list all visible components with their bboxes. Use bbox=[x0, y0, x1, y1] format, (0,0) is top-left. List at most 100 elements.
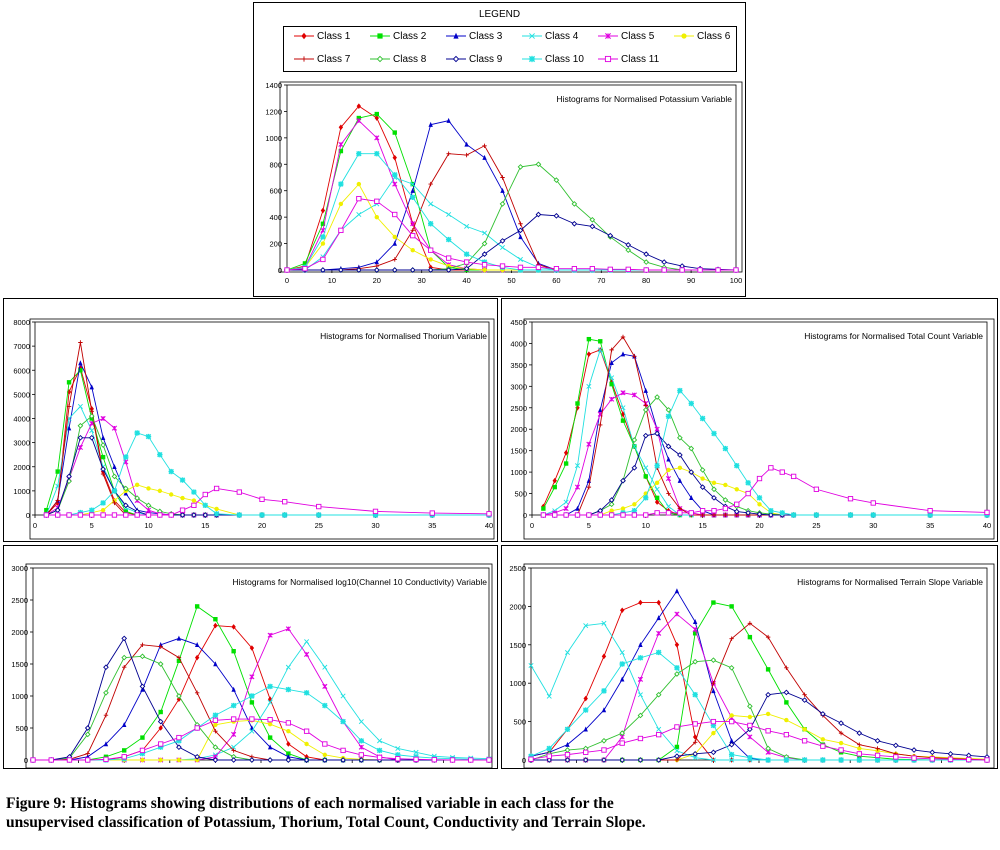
data-point bbox=[856, 751, 862, 757]
data-point bbox=[518, 221, 523, 226]
data-point bbox=[428, 247, 434, 253]
data-point bbox=[100, 442, 106, 448]
data-point bbox=[395, 745, 401, 751]
data-point bbox=[637, 655, 644, 661]
data-point bbox=[697, 267, 703, 273]
data-point bbox=[710, 722, 717, 729]
data-point bbox=[564, 751, 571, 758]
data-point bbox=[620, 418, 626, 423]
series-line bbox=[530, 590, 987, 761]
data-point bbox=[528, 753, 534, 759]
data-point bbox=[500, 175, 505, 180]
data-point bbox=[392, 181, 398, 187]
series-line bbox=[543, 467, 987, 516]
data-point bbox=[674, 671, 680, 677]
data-point bbox=[553, 212, 560, 219]
data-point bbox=[140, 735, 145, 740]
data-point bbox=[194, 757, 200, 763]
legend-label: Class 4 bbox=[545, 30, 579, 42]
data-point bbox=[320, 256, 326, 263]
data-point bbox=[711, 688, 716, 694]
data-point bbox=[392, 130, 397, 135]
data-point bbox=[191, 502, 197, 508]
data-point bbox=[586, 351, 592, 357]
data-point bbox=[929, 756, 935, 762]
series-5 bbox=[540, 390, 990, 518]
x-tick-label: 80 bbox=[394, 766, 402, 768]
data-point bbox=[723, 482, 728, 488]
data-point bbox=[44, 507, 49, 513]
data-point bbox=[340, 757, 346, 763]
legend-label: Class 1 bbox=[317, 30, 351, 42]
legend-item-class-2: Class 2 bbox=[370, 30, 426, 42]
legend-label: Class 8 bbox=[393, 53, 427, 65]
legend: Class 1 Class 2 Class 3 Class 4 Class 5 Class… bbox=[283, 26, 737, 72]
legend-label: Class 9 bbox=[469, 53, 503, 65]
data-point bbox=[231, 686, 236, 692]
data-point bbox=[665, 413, 672, 420]
data-point bbox=[140, 757, 145, 763]
data-point bbox=[410, 232, 416, 239]
series-7 bbox=[528, 621, 990, 763]
conductivity-chart-panel: 0 500 1000 1500 2000 2500 3000 40 45 50 55 60 65 70 75… bbox=[3, 545, 498, 769]
x-tick-label: 40 bbox=[892, 766, 900, 768]
data-point bbox=[213, 617, 218, 622]
data-point bbox=[642, 432, 649, 439]
series-8 bbox=[284, 161, 739, 273]
data-point bbox=[756, 495, 763, 501]
data-point bbox=[202, 512, 209, 518]
data-point bbox=[677, 506, 683, 511]
data-point bbox=[356, 195, 362, 202]
data-point bbox=[100, 471, 106, 477]
series-line bbox=[33, 628, 489, 761]
data-point bbox=[267, 699, 273, 705]
y-tick-label: 4000 bbox=[510, 339, 527, 348]
data-point bbox=[84, 725, 91, 731]
data-point bbox=[631, 508, 638, 514]
data-point bbox=[103, 756, 109, 763]
data-point bbox=[655, 649, 662, 656]
data-point bbox=[747, 754, 753, 761]
data-point bbox=[820, 743, 826, 749]
series-7 bbox=[44, 340, 492, 518]
data-point bbox=[609, 508, 614, 513]
data-point bbox=[874, 757, 881, 763]
data-point bbox=[677, 452, 683, 458]
y-tick-label: 5000 bbox=[13, 390, 30, 399]
thorium-chart-panel: 0 1000 2000 3000 4000 5000 6000 7000 8000 0 5 10 15 2… bbox=[3, 298, 498, 542]
data-point bbox=[734, 501, 740, 507]
data-point bbox=[643, 512, 649, 518]
data-point bbox=[304, 639, 310, 645]
series-line bbox=[33, 685, 490, 761]
legend-swatch bbox=[522, 55, 542, 63]
data-point bbox=[100, 500, 106, 506]
y-tick-label: 2000 bbox=[510, 425, 527, 434]
data-point bbox=[637, 757, 644, 763]
data-point bbox=[583, 707, 589, 713]
data-point bbox=[608, 512, 615, 518]
data-point bbox=[212, 744, 219, 751]
x-tick-label: 30 bbox=[869, 521, 877, 530]
data-point bbox=[464, 152, 469, 158]
legend-label: Class 6 bbox=[697, 30, 731, 42]
data-point bbox=[857, 746, 862, 751]
y-tick-label: 0 bbox=[278, 266, 282, 275]
data-point bbox=[583, 623, 589, 629]
data-point bbox=[176, 693, 182, 699]
potassium-chart: 0 200 400 600 800 1000 1200 1400 0 10 20 30 40 50 60 70… bbox=[265, 81, 743, 285]
data-point bbox=[213, 622, 218, 629]
data-point bbox=[677, 387, 683, 394]
data-point bbox=[609, 347, 614, 353]
series-line bbox=[542, 338, 987, 516]
data-point bbox=[665, 510, 672, 516]
data-point bbox=[55, 512, 61, 518]
data-point bbox=[66, 425, 72, 431]
data-point bbox=[481, 251, 488, 257]
series-1 bbox=[30, 622, 492, 763]
x-tick-label: 75 bbox=[348, 766, 356, 768]
data-point bbox=[410, 187, 415, 193]
data-point bbox=[169, 492, 174, 497]
data-point bbox=[927, 508, 933, 514]
data-point bbox=[711, 495, 717, 501]
x-tick-label: 10 bbox=[144, 521, 152, 530]
